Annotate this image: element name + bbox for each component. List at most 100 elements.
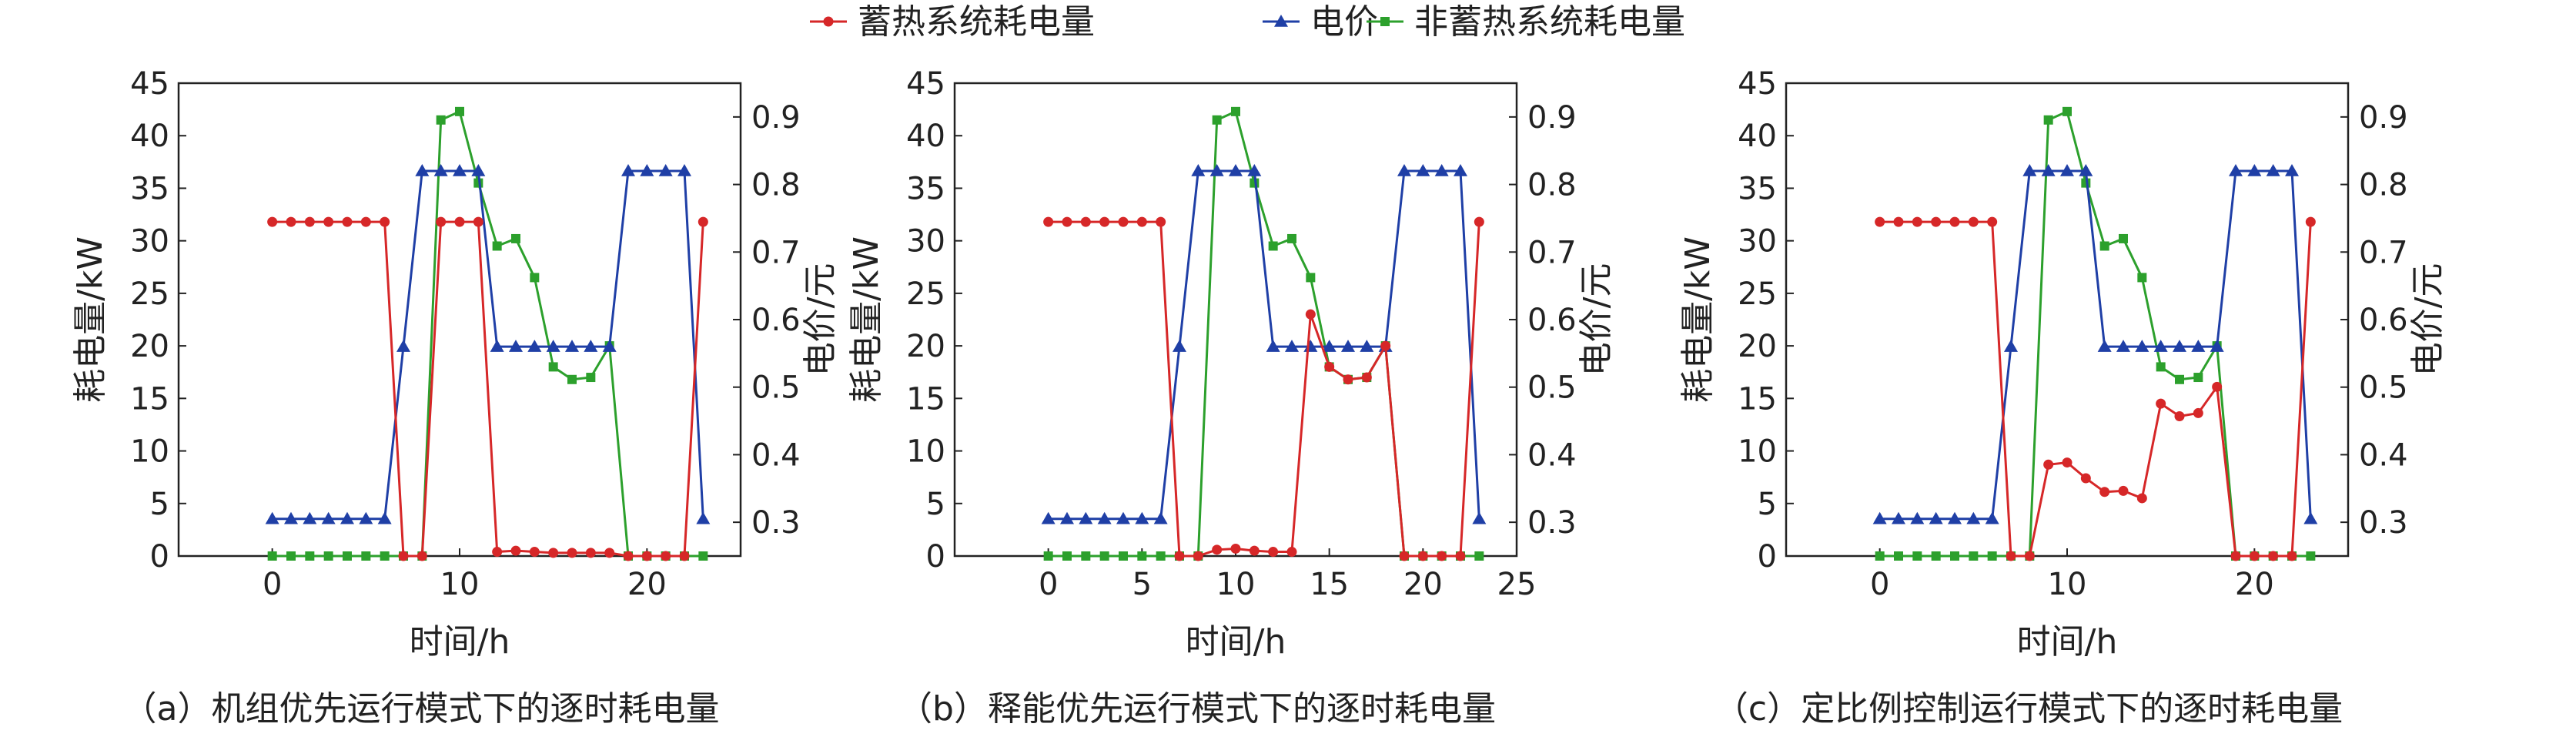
data-point (1305, 309, 1316, 320)
data-point (1966, 511, 1981, 524)
data-point (359, 511, 373, 524)
data-point (530, 273, 540, 283)
data-point (2174, 411, 2185, 422)
data-point (1931, 551, 1941, 561)
data-point (2210, 340, 2224, 352)
data-point (1474, 551, 1484, 561)
y-tick-label: 25 (130, 276, 169, 312)
data-point (565, 340, 579, 352)
data-point (2268, 551, 2279, 561)
data-point (453, 164, 467, 176)
data-point (380, 551, 390, 561)
data-point (361, 551, 371, 561)
data-point (698, 216, 708, 227)
data-point (323, 216, 334, 227)
data-point (2080, 473, 2091, 484)
data-point (490, 340, 504, 352)
series-line (272, 110, 704, 558)
x-tick-label: 15 (1310, 567, 1349, 602)
data-point (604, 548, 615, 558)
y2-axis-label: 电价/元 (801, 263, 840, 377)
data-point (510, 545, 521, 556)
data-point (1910, 511, 1925, 524)
data-point (1380, 340, 1391, 351)
data-point (1343, 374, 1353, 385)
data-point (1360, 340, 1374, 352)
y2-tick-label: 0.7 (751, 235, 801, 270)
data-point (1097, 511, 1112, 524)
x-axis-label: 时间/h (2017, 622, 2118, 662)
data-point (677, 164, 691, 176)
data-point (2118, 485, 2129, 496)
data-point (2079, 164, 2093, 176)
y2-tick-label: 0.3 (1527, 505, 1577, 541)
series-line (1048, 110, 1480, 558)
y-tick-label: 10 (906, 434, 945, 470)
data-point (585, 548, 596, 558)
data-point (1417, 551, 1428, 561)
data-point (2041, 164, 2056, 176)
data-point (1875, 216, 1885, 227)
data-point (436, 115, 446, 125)
data-point (2135, 340, 2149, 352)
data-point (509, 340, 523, 352)
data-point (1969, 551, 1979, 561)
data-point (658, 164, 673, 176)
y2-tick-label: 0.3 (2359, 505, 2408, 541)
data-point (415, 164, 430, 176)
y-tick-label: 5 (150, 487, 169, 522)
panel-caption: （a）机组优先运行模式下的逐时耗电量 (123, 689, 720, 729)
data-point (433, 164, 448, 176)
data-point (1306, 273, 1316, 283)
data-point (1099, 551, 1109, 561)
data-point (2156, 398, 2166, 409)
y2-tick-label: 0.6 (2359, 303, 2408, 338)
data-point (527, 340, 542, 352)
plot-frame (1785, 82, 2350, 558)
data-point (1230, 543, 1241, 554)
data-point (567, 548, 577, 558)
legend-label: 蓄热系统耗电量 (858, 2, 1095, 42)
y2-tick-label: 0.6 (751, 303, 801, 338)
data-point (2305, 216, 2316, 227)
y2-axis-label: 电价/元 (2408, 263, 2447, 377)
y-tick-label: 20 (130, 329, 169, 364)
data-point (471, 164, 486, 176)
data-point (2022, 164, 2037, 176)
data-point (1081, 551, 1091, 561)
data-point (321, 511, 336, 524)
panel-caption: （b）释能优先运行模式下的逐时耗电量 (898, 689, 1496, 729)
data-point (1249, 545, 1260, 556)
data-point (2306, 551, 2316, 561)
data-point (621, 164, 635, 176)
data-point (1285, 340, 1299, 352)
legend: 蓄热系统耗电量 电价 非蓄热系统耗电量 (810, 2, 1685, 42)
data-point (1173, 340, 1186, 352)
x-axis-label: 时间/h (410, 622, 510, 662)
data-point (2004, 340, 2018, 352)
x-tick-label: 0 (1039, 567, 1058, 602)
data-point (2119, 233, 2128, 243)
y2-tick-label: 0.9 (2359, 100, 2408, 136)
data-point (1968, 216, 1979, 227)
data-point (2006, 551, 2016, 561)
y2-tick-label: 0.6 (1527, 303, 1577, 338)
y-tick-label: 5 (926, 487, 945, 522)
y2-tick-label: 0.5 (2359, 370, 2408, 406)
data-point (1322, 340, 1337, 352)
data-point (1472, 511, 1487, 524)
data-point (1079, 511, 1093, 524)
data-point (2062, 457, 2073, 468)
plot-frame (177, 82, 742, 558)
y-tick-label: 40 (130, 119, 169, 154)
data-point (1156, 551, 1166, 561)
data-point (511, 233, 520, 243)
y2-tick-label: 0.5 (751, 370, 801, 406)
data-point (286, 551, 296, 561)
legend-marker (1274, 15, 1288, 27)
y2-tick-label: 0.3 (751, 505, 801, 541)
y2-tick-label: 0.4 (2359, 437, 2408, 473)
data-point (1399, 551, 1410, 561)
panel-b: 0 5 10 15 20 25 30 35 40 45 0.3 0.4 0.5 0.6 0.7 0.8 0.9 0… (847, 66, 1616, 729)
data-point (1437, 551, 1447, 561)
